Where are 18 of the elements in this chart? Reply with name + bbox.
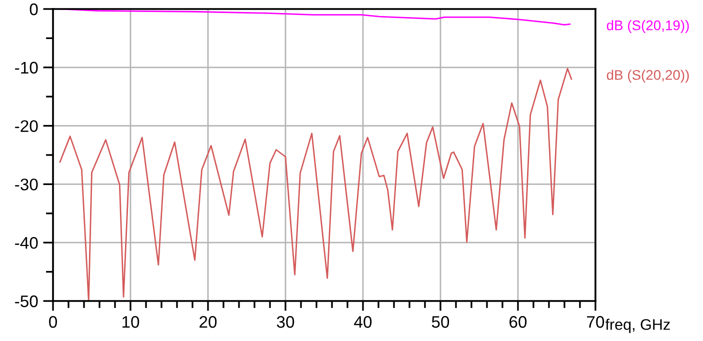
x-tick-label: 10 (122, 316, 140, 328)
x-axis-title: freq, GHz (605, 318, 670, 333)
line-series (59, 68, 572, 301)
x-tick-label: 40 (354, 316, 372, 328)
text: dB (S(20,19)) (606, 20, 689, 33)
text: dB (S(20,20)) (606, 70, 689, 83)
x-tick-label: 20 (200, 316, 217, 328)
x-tick-label: 30 (276, 316, 294, 328)
y-tick-label: -10 (15, 62, 38, 74)
x-tick-label: 70 (587, 316, 604, 328)
x-tick-label: 60 (510, 316, 527, 328)
y-tick-label: -20 (15, 120, 38, 132)
x-tick-label: 0 (49, 316, 57, 328)
y-tick-label: -50 (15, 295, 38, 308)
y-tick-label: 0 (30, 3, 38, 16)
x-tick-label: 50 (432, 316, 450, 328)
y-tick-label: -30 (15, 178, 38, 190)
y-tick-label: -40 (15, 237, 38, 249)
